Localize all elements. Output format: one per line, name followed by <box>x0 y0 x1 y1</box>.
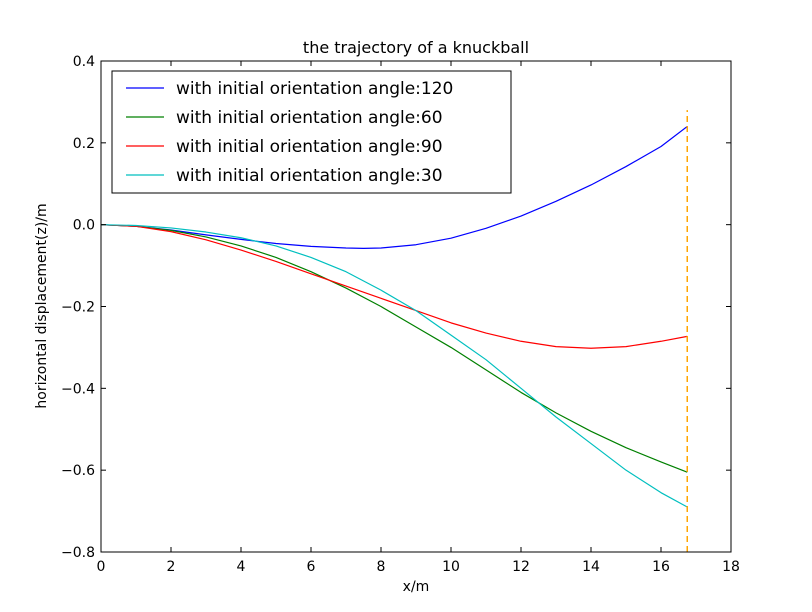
y-tick-label: 0.4 <box>73 54 95 70</box>
x-tick-label: 4 <box>237 559 246 575</box>
legend-label-2: with initial orientation angle:60 <box>176 108 443 128</box>
chart-title: the trajectory of a knuckball <box>303 38 529 57</box>
series-line-1 <box>101 125 688 249</box>
x-tick-label: 8 <box>377 559 386 575</box>
x-tick-label: 10 <box>442 559 460 575</box>
x-tick-label: 16 <box>652 559 670 575</box>
series-line-4 <box>101 224 688 508</box>
x-tick-label: 6 <box>307 559 316 575</box>
x-tick-label: 12 <box>512 559 530 575</box>
y-tick-label: −0.6 <box>61 463 95 479</box>
y-tick-label: −0.2 <box>61 300 95 316</box>
y-tick-label: 0.0 <box>73 218 95 234</box>
legend-label-1: with initial orientation angle:120 <box>176 79 453 99</box>
x-axis-label: x/m <box>403 579 430 595</box>
legend: with initial orientation angle:120 with i… <box>111 70 512 194</box>
x-tick-label: 0 <box>97 559 106 575</box>
series-line-2 <box>101 224 688 473</box>
series-group <box>101 110 688 552</box>
y-axis-label: horizontal displacement(z)/m <box>34 203 50 408</box>
x-tick-label: 2 <box>167 559 176 575</box>
legend-box <box>111 70 512 194</box>
series-line-3 <box>101 224 688 349</box>
y-tick-label: 0.2 <box>73 136 95 152</box>
axes: 0 2 4 6 8 10 12 14 16 18 −0.8 −0.6 −0.4 −0.2 0.0 0.2 0.4 <box>61 54 740 575</box>
y-tick-label: −0.8 <box>61 545 95 561</box>
legend-label-3: with initial orientation angle:90 <box>176 137 443 157</box>
legend-label-4: with initial orientation angle:30 <box>176 166 443 186</box>
y-tick-label: −0.4 <box>61 381 95 397</box>
x-tick-label: 18 <box>722 559 740 575</box>
x-tick-label: 14 <box>582 559 600 575</box>
